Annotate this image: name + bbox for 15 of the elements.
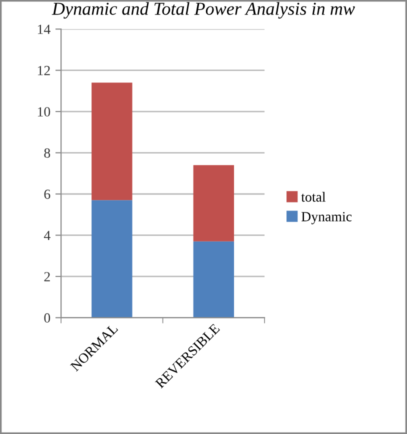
bar — [193, 165, 234, 242]
y-tick-label: 6 — [44, 190, 50, 199]
y-tick-label: 8 — [44, 148, 50, 158]
bar — [193, 241, 234, 318]
y-tick-label: 14 — [38, 24, 50, 34]
legend-label: Dynamic — [302, 212, 352, 224]
bar — [92, 82, 132, 200]
y-tick-label: 2 — [44, 272, 50, 282]
y-tick-label: 12 — [38, 66, 50, 76]
y-tick-label: 10 — [38, 107, 50, 116]
chart-title: Dynamic and Total Power Analysis in mw — [52, 2, 355, 19]
y-tick-label: 4 — [44, 230, 50, 240]
legend-label: total — [301, 192, 326, 202]
bar — [92, 200, 132, 318]
y-tick-label: 0 — [44, 313, 50, 323]
